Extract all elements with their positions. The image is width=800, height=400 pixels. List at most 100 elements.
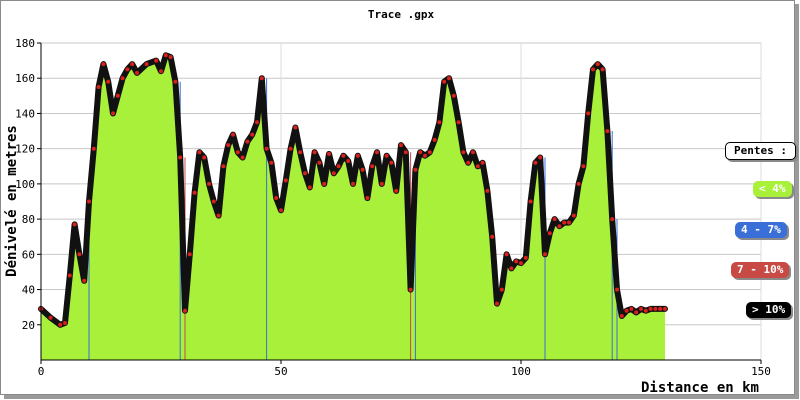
data-point xyxy=(571,213,576,218)
x-axis-label: Distance en km xyxy=(641,380,759,395)
legend-title: Pentes : xyxy=(725,142,796,160)
data-point xyxy=(442,79,447,84)
data-point xyxy=(379,181,384,186)
data-point xyxy=(413,167,418,172)
data-point xyxy=(130,62,135,67)
data-point xyxy=(610,217,615,222)
data-point xyxy=(288,146,293,151)
data-point xyxy=(499,287,504,292)
legend-entry-7-10: 7 - 10% xyxy=(731,262,790,278)
data-point xyxy=(312,150,317,155)
data-point xyxy=(274,196,279,200)
data-point xyxy=(159,69,163,74)
data-point xyxy=(543,252,547,257)
data-point xyxy=(466,160,471,165)
elevation-fill xyxy=(41,55,665,361)
data-point xyxy=(183,308,187,313)
data-point xyxy=(221,164,226,169)
data-point xyxy=(658,306,663,311)
data-point xyxy=(298,150,303,155)
data-point xyxy=(235,150,240,155)
data-point xyxy=(197,150,202,155)
data-point xyxy=(283,178,288,183)
data-point xyxy=(456,120,461,125)
data-point xyxy=(365,196,370,200)
data-point xyxy=(303,171,307,176)
data-point xyxy=(384,153,389,158)
data-point xyxy=(552,217,557,222)
data-point xyxy=(451,93,456,98)
data-point xyxy=(528,199,533,204)
x-tick-label: 50 xyxy=(274,365,287,378)
data-point xyxy=(351,181,355,186)
data-point xyxy=(250,132,255,137)
data-point xyxy=(322,181,327,186)
data-point xyxy=(336,164,341,169)
data-point xyxy=(264,146,269,151)
data-point xyxy=(615,287,619,292)
elevation-area xyxy=(41,55,665,361)
data-point xyxy=(394,188,399,193)
data-point xyxy=(389,160,394,165)
x-tick-label: 0 xyxy=(38,365,45,378)
data-point xyxy=(504,252,509,257)
data-point xyxy=(576,181,581,186)
data-point xyxy=(87,199,91,204)
data-point xyxy=(509,266,514,271)
data-point xyxy=(317,160,322,165)
data-point xyxy=(293,125,298,130)
data-point xyxy=(595,62,600,67)
data-point xyxy=(279,208,283,213)
data-point xyxy=(207,181,211,186)
data-point xyxy=(168,55,173,60)
data-point xyxy=(82,278,87,283)
data-point xyxy=(173,79,178,84)
y-axis-label: Dénivelé en metres xyxy=(4,125,20,277)
data-point xyxy=(519,261,523,266)
data-point xyxy=(437,120,442,125)
data-point xyxy=(591,67,595,72)
data-point xyxy=(619,314,624,318)
data-point xyxy=(111,111,115,116)
legend-entry-lt4: < 4% xyxy=(753,181,792,197)
data-point xyxy=(600,67,605,72)
data-point xyxy=(331,171,336,176)
data-point xyxy=(327,151,331,156)
data-point xyxy=(360,167,365,172)
data-point xyxy=(216,213,221,218)
data-point xyxy=(648,306,653,311)
data-point xyxy=(523,255,528,260)
data-point xyxy=(115,93,120,98)
data-point xyxy=(653,306,658,311)
data-point xyxy=(144,62,149,67)
data-point xyxy=(120,76,125,81)
data-point xyxy=(605,129,610,134)
data-point xyxy=(663,306,667,311)
y-tick-label: 80 xyxy=(22,213,35,226)
data-point xyxy=(58,322,63,327)
data-point xyxy=(581,164,586,169)
data-point xyxy=(163,53,168,58)
data-point xyxy=(341,153,346,158)
y-tick-label: 40 xyxy=(22,284,35,297)
data-point xyxy=(96,85,101,89)
data-point xyxy=(346,159,351,163)
x-tick-label: 150 xyxy=(751,365,771,378)
data-point xyxy=(399,143,403,148)
data-point xyxy=(192,190,197,195)
data-point xyxy=(91,146,96,151)
data-point xyxy=(355,153,360,158)
axis-ticks: 20 40 60 80 100 120 140 160 180 0 50 100 150 xyxy=(15,37,771,378)
data-point xyxy=(269,160,274,165)
data-point xyxy=(375,150,379,155)
data-point xyxy=(461,150,466,155)
data-point xyxy=(72,222,77,227)
data-point xyxy=(586,111,591,116)
y-tick-label: 120 xyxy=(15,143,35,156)
data-point xyxy=(418,150,423,155)
data-point xyxy=(370,164,375,169)
data-point xyxy=(403,150,408,155)
data-point xyxy=(485,188,490,193)
data-point xyxy=(154,58,159,63)
